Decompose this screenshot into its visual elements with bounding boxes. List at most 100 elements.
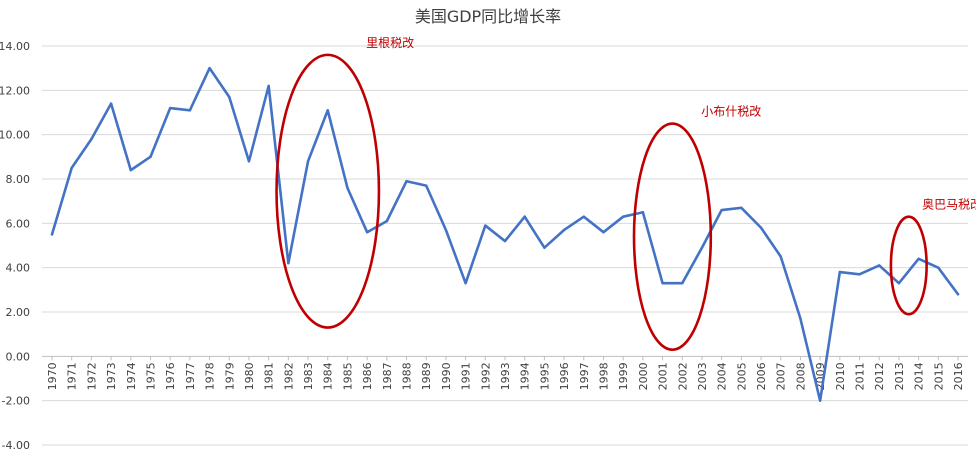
- x-tick-label: 1997: [578, 362, 591, 390]
- x-tick-label: 1981: [263, 362, 276, 390]
- x-tick-label: 2010: [834, 362, 847, 390]
- gridlines: [42, 45, 968, 446]
- data-point: [838, 270, 842, 274]
- data-point: [917, 257, 920, 260]
- x-tick-label: 2014: [913, 362, 926, 390]
- data-point: [306, 160, 310, 163]
- x-tick-label: 2016: [952, 362, 965, 390]
- data-point: [70, 166, 73, 170]
- data-point: [641, 211, 645, 214]
- y-tick-label: 10.00: [0, 129, 30, 142]
- annotation-ellipse: [632, 122, 713, 351]
- data-point: [405, 180, 408, 183]
- x-tick-label: 1995: [538, 362, 551, 390]
- x-tick-label: 1983: [302, 362, 315, 390]
- y-tick-label: 2.00: [6, 306, 31, 319]
- data-point: [168, 106, 172, 110]
- x-tick-label: 1987: [381, 362, 394, 390]
- data-point: [878, 264, 881, 267]
- x-tick-label: 2013: [893, 362, 906, 390]
- data-point: [503, 239, 507, 243]
- x-tick-label: 1993: [499, 362, 512, 390]
- x-tick-label: 1999: [617, 362, 630, 390]
- data-point: [247, 160, 251, 163]
- data-point: [937, 266, 940, 269]
- data-point: [621, 215, 625, 218]
- x-tick-label: 2005: [735, 362, 748, 390]
- x-tick-label: 2003: [696, 362, 709, 390]
- data-point: [50, 233, 54, 236]
- data-point: [858, 273, 861, 276]
- x-tick-label: 1974: [125, 362, 138, 390]
- y-tick-label: 14.00: [0, 40, 30, 53]
- y-tick-label: -2.00: [2, 395, 30, 408]
- data-point: [444, 228, 448, 232]
- data-point: [720, 208, 723, 212]
- annotations: 里根税改小布什税改奥巴马税改: [275, 36, 976, 351]
- series-line: [50, 66, 960, 402]
- x-tick-label: 1979: [223, 362, 236, 390]
- data-point: [129, 168, 132, 172]
- data-point: [208, 66, 211, 70]
- data-point: [661, 281, 664, 285]
- x-tick-label: 1973: [105, 362, 118, 390]
- y-tick-label: 6.00: [6, 217, 31, 230]
- data-point: [818, 399, 822, 402]
- x-tick-label: 2006: [755, 362, 768, 390]
- y-tick-label: 4.00: [6, 262, 31, 275]
- x-tick-label: 1985: [341, 362, 354, 390]
- x-tick-label: 1996: [558, 362, 571, 390]
- x-tick-label: 2012: [873, 362, 886, 390]
- x-tick-label: 2008: [794, 362, 807, 390]
- x-tick-label: 1998: [597, 362, 610, 390]
- series-lines: [50, 66, 960, 402]
- data-point: [897, 281, 901, 285]
- x-tick-label: 1989: [420, 362, 433, 390]
- x-tick-label: 1991: [460, 362, 473, 390]
- data-point: [740, 206, 743, 210]
- x-tick-label: 1970: [46, 362, 59, 390]
- x-tick-label: 2004: [716, 362, 729, 390]
- data-point: [956, 293, 960, 296]
- x-tick-label: 1980: [243, 362, 256, 390]
- annotation-label: 奥巴马税改: [922, 198, 976, 212]
- data-point: [582, 215, 585, 218]
- x-axis-tick-labels: 1970 1971 1972 1973 1974 1975 1976 1977 1978 1979…: [46, 356, 965, 390]
- x-tick-label: 2015: [932, 362, 945, 390]
- y-axis-tick-labels: 14.00 12.00 10.00 8.00 6.00 4.00 2.00 0.00 -2.00…: [0, 40, 30, 452]
- x-tick-label: 2011: [854, 362, 867, 390]
- x-tick-label: 1988: [401, 362, 414, 390]
- x-tick-label: 1975: [144, 362, 157, 390]
- data-point: [188, 109, 192, 112]
- data-point: [228, 95, 231, 99]
- data-point: [484, 224, 487, 227]
- data-point: [700, 246, 704, 249]
- data-point: [365, 231, 369, 234]
- data-point: [90, 137, 93, 141]
- data-point: [464, 281, 467, 285]
- y-tick-label: 12.00: [0, 84, 30, 97]
- data-point: [109, 102, 113, 105]
- annotation-label: 小布什税改: [701, 105, 761, 119]
- annotation-label: 里根税改: [366, 36, 414, 50]
- data-point: [602, 231, 605, 234]
- data-point: [523, 215, 526, 218]
- x-tick-label: 1971: [66, 362, 79, 390]
- data-point: [267, 84, 270, 88]
- x-tick-label: 1992: [479, 362, 492, 390]
- x-tick-label: 1990: [440, 362, 453, 390]
- annotation-ellipse: [275, 53, 381, 329]
- x-tick-label: 1972: [85, 362, 98, 390]
- x-tick-label: 2007: [775, 362, 788, 390]
- data-point: [425, 184, 428, 187]
- x-tick-label: 1986: [361, 362, 374, 390]
- data-point: [799, 317, 802, 320]
- x-tick-label: 2002: [676, 362, 689, 390]
- x-tick-label: 1994: [519, 362, 532, 390]
- data-point: [346, 186, 349, 190]
- x-tick-label: 1982: [282, 362, 295, 390]
- annotation-ellipse: [889, 215, 928, 316]
- data-point: [149, 155, 152, 159]
- data-point: [779, 255, 782, 258]
